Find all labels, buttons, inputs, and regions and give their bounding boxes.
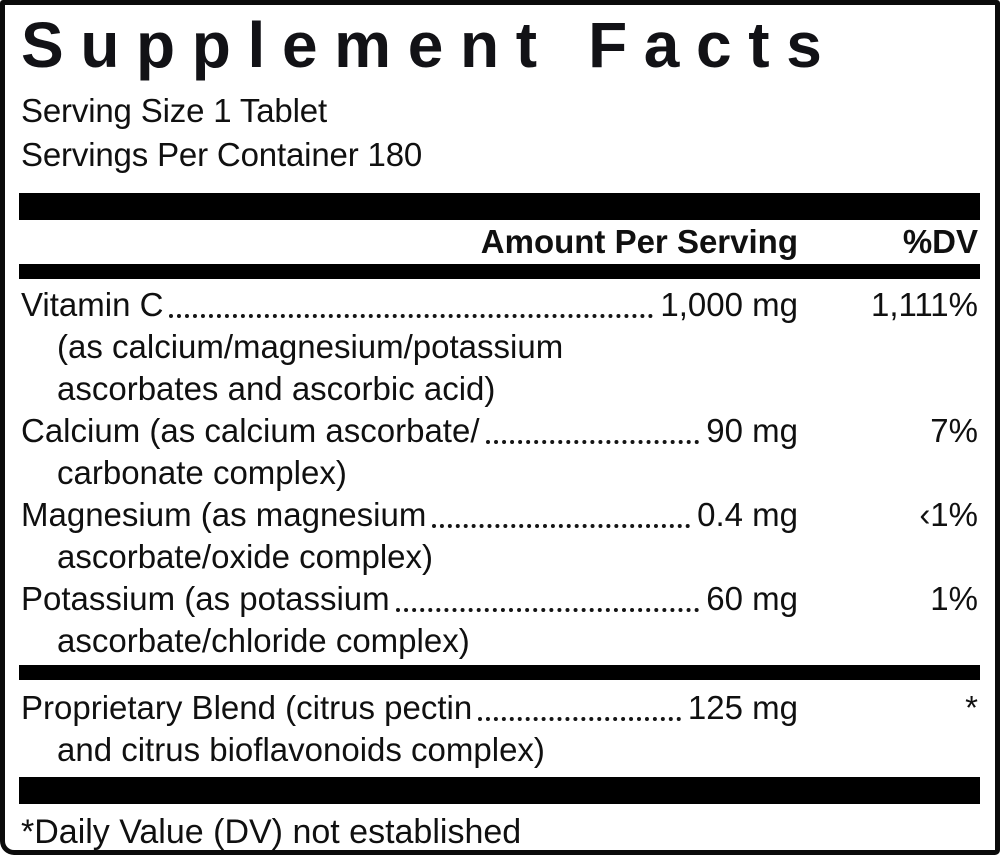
nutrient-amount: 125 mg <box>687 689 798 726</box>
nutrient-dv: ‹1% <box>919 496 978 533</box>
divider-bar-thick-top <box>19 193 980 220</box>
nutrient-amount: 1,000 mg <box>660 286 798 323</box>
nutrient-name: Calcium (as calcium ascorbate/ <box>21 412 480 449</box>
dot-leader <box>169 314 654 318</box>
panel-title: Supplement Facts <box>21 9 839 81</box>
nutrient-name: Potassium (as potassium <box>21 580 390 617</box>
header-amount-per-serving: Amount Per Serving <box>480 223 798 260</box>
dot-leader <box>432 524 691 528</box>
nutrient-subtext: and citrus bioflavonoids complex) <box>57 731 545 768</box>
nutrient-dv: 1% <box>930 580 978 617</box>
nutrient-table: Vitamin C 1,000 mg 1,111% (as calcium/ma… <box>21 279 978 662</box>
daily-value-footnote: *Daily Value (DV) not established <box>21 813 522 851</box>
nutrient-row-potassium: Potassium (as potassium 60 mg 1% <box>21 578 978 620</box>
nutrient-amount: 0.4 mg <box>697 496 798 533</box>
proprietary-blend-section: Proprietary Blend (citrus pectin 125 mg … <box>21 680 978 777</box>
divider-bar-thick-bottom <box>19 777 980 804</box>
divider-bar-blend <box>19 665 980 680</box>
nutrient-name: Vitamin C <box>21 286 164 323</box>
nutrient-name: Proprietary Blend (citrus pectin <box>21 689 473 726</box>
dot-leader <box>485 440 700 444</box>
nutrient-name: Magnesium (as magnesium <box>21 496 427 533</box>
nutrient-row-proprietary-blend: Proprietary Blend (citrus pectin 125 mg … <box>21 687 978 729</box>
nutrient-subtext: ascorbate/chloride complex) <box>57 622 470 659</box>
nutrient-subtext: ascorbate/oxide complex) <box>57 538 434 575</box>
table-header: Amount Per Serving %DV <box>21 220 978 264</box>
nutrient-row-vitamin-c: Vitamin C 1,000 mg 1,111% <box>21 284 978 326</box>
nutrient-subtext: (as calcium/magnesium/potassium <box>57 328 564 365</box>
header-percent-dv: %DV <box>902 223 978 260</box>
divider-bar-header <box>19 264 980 279</box>
nutrient-amount: 60 mg <box>706 580 798 617</box>
nutrient-dv: 7% <box>930 412 978 449</box>
nutrient-row-calcium: Calcium (as calcium ascorbate/ 90 mg 7% <box>21 410 978 452</box>
dot-leader <box>395 608 700 612</box>
dot-leader <box>478 717 681 721</box>
serving-size: Serving Size 1 Tablet <box>21 92 327 129</box>
servings-per-container: Servings Per Container 180 <box>21 136 423 173</box>
nutrient-amount: 90 mg <box>706 412 798 449</box>
nutrient-dv: 1,111% <box>870 286 978 323</box>
nutrient-subtext: ascorbates and ascorbic acid) <box>57 370 496 407</box>
nutrient-dv: * <box>965 689 978 726</box>
nutrient-row-magnesium: Magnesium (as magnesium 0.4 mg ‹1% <box>21 494 978 536</box>
nutrient-subtext: carbonate complex) <box>57 454 347 491</box>
